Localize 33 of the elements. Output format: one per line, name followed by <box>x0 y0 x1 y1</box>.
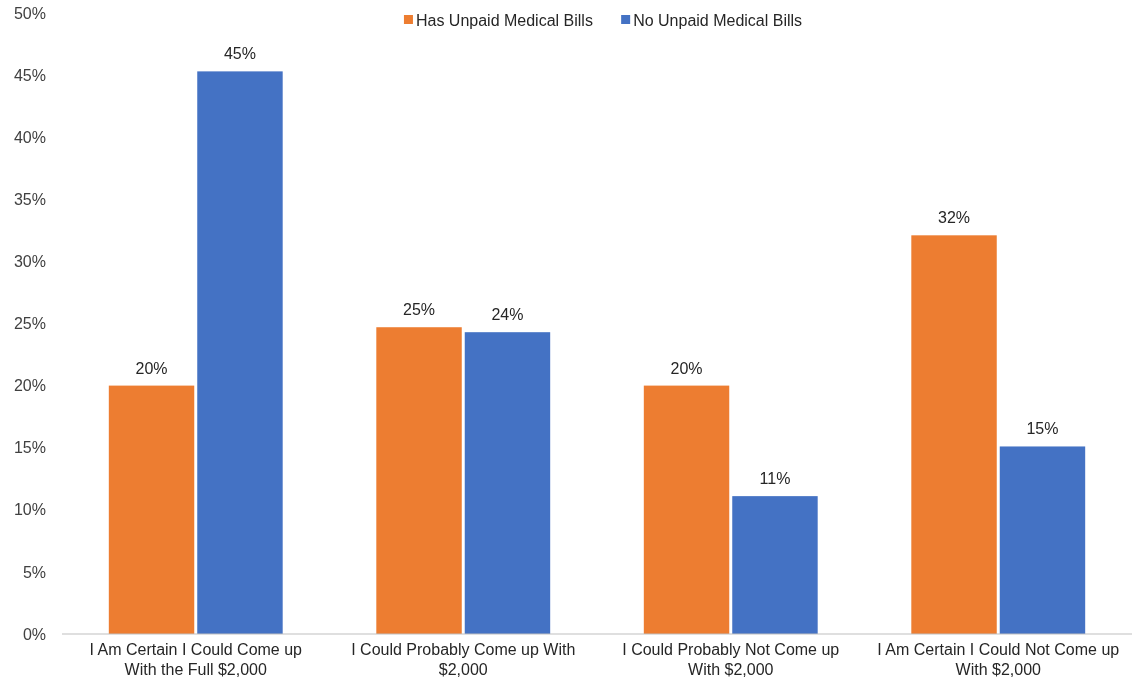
y-tick-label: 50% <box>13 4 46 22</box>
bar <box>197 71 283 634</box>
y-tick-label: 30% <box>13 253 46 270</box>
y-tick-label: 25% <box>13 315 46 333</box>
x-tick-label: I Am Certain I Could Not Come up With $2,000 <box>877 641 1120 678</box>
y-tick-label: 10% <box>13 501 46 519</box>
y-tick-label: 40% <box>13 128 46 146</box>
data-label: 25% <box>403 301 436 319</box>
x-tick-label: I Am Certain I Could Come up With the Full $2,000 <box>89 641 303 678</box>
data-label: 32% <box>938 209 971 227</box>
bar <box>999 446 1086 634</box>
bar <box>643 385 730 634</box>
bar <box>108 385 195 634</box>
y-tick-label: 35% <box>13 190 46 208</box>
y-tick-label: 5% <box>22 563 46 581</box>
y-tick-label: 45% <box>13 66 46 84</box>
bar <box>732 496 818 634</box>
data-label: 24% <box>491 306 524 324</box>
legend-label: No Unpaid Medical Bills <box>633 11 803 29</box>
x-tick-label: I Could Probably Not Come up With $2,000 <box>622 641 840 678</box>
data-label: 11% <box>759 470 791 488</box>
legend-label: Has Unpaid Medical Bills <box>415 11 593 29</box>
data-label: 45% <box>223 45 256 63</box>
data-label: 15% <box>1026 420 1059 438</box>
x-tick-label: I Could Probably Come up With $2,000 <box>351 641 576 678</box>
data-label: 20% <box>135 359 168 377</box>
y-tick-label: 0% <box>22 625 46 643</box>
bar <box>911 235 997 634</box>
bar <box>376 327 462 634</box>
bar <box>464 332 551 634</box>
data-label: 20% <box>670 359 703 377</box>
y-tick-label: 15% <box>13 439 46 457</box>
y-tick-label: 20% <box>13 377 46 395</box>
